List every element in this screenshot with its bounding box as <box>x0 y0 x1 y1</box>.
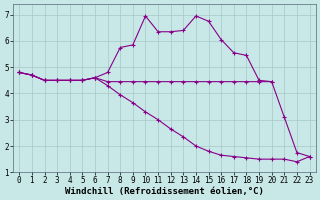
X-axis label: Windchill (Refroidissement éolien,°C): Windchill (Refroidissement éolien,°C) <box>65 187 264 196</box>
